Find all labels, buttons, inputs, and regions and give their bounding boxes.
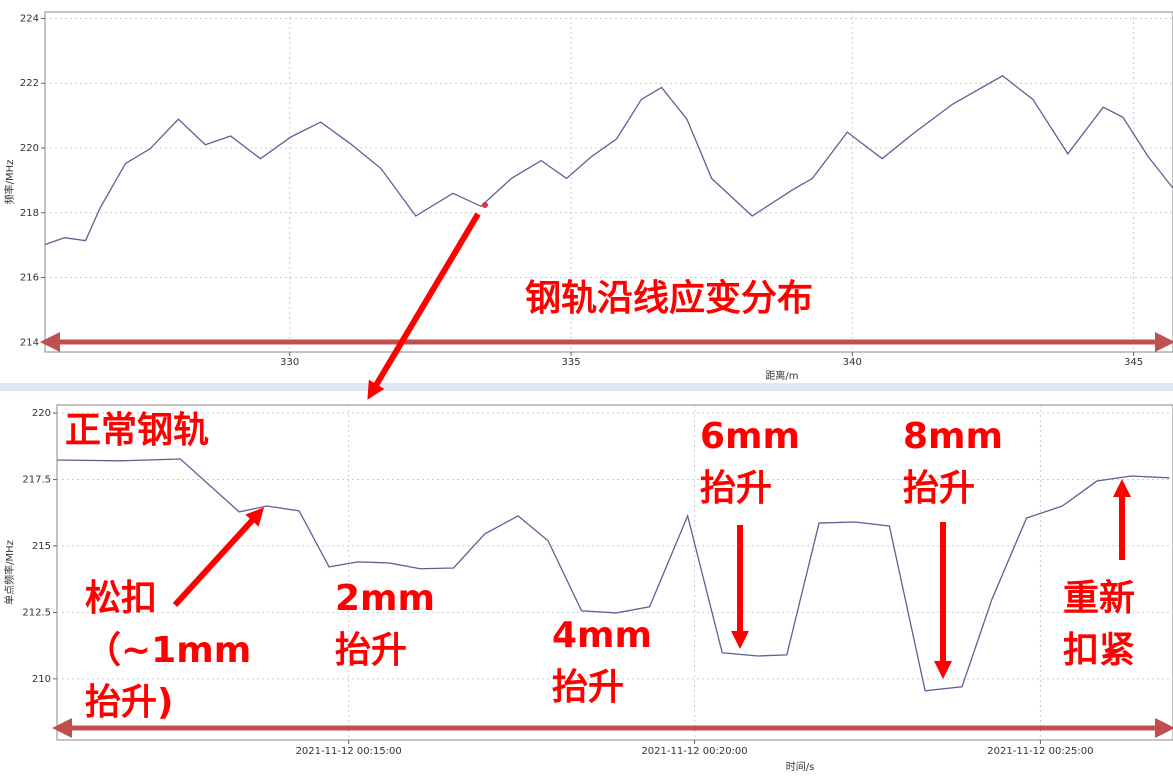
annotation: 抬升 xyxy=(700,468,772,509)
y-tick-label: 217.5 xyxy=(22,474,51,485)
annotation: 抬升 xyxy=(552,667,624,708)
x-tick-label: 340 xyxy=(843,357,862,368)
y-tick-label: 222 xyxy=(20,78,39,89)
annotation: （~1mm xyxy=(85,630,251,671)
y-tick-label: 212.5 xyxy=(22,607,51,618)
annotation: 2mm xyxy=(335,578,435,619)
annotation: 重新 xyxy=(1063,578,1135,619)
x-axis-label: 时间/s xyxy=(786,760,815,773)
annotation: 扣紧 xyxy=(1063,630,1135,671)
annotation: 8mm xyxy=(903,416,1003,457)
plot-area xyxy=(56,404,1173,741)
y-tick-label: 210 xyxy=(32,674,51,685)
x-tick-label: 2021-11-12 00:25:00 xyxy=(987,746,1093,757)
pointer-arrow xyxy=(172,507,265,608)
annotation: 6mm xyxy=(700,416,800,457)
data-line xyxy=(56,458,1170,692)
annotation: 抬升) xyxy=(85,682,173,723)
annotation: 抬升 xyxy=(335,630,407,671)
plot-area xyxy=(44,11,1173,353)
x-tick-label: 335 xyxy=(561,357,580,368)
y-tick-label: 214 xyxy=(20,337,39,348)
annotation: 抬升 xyxy=(903,468,975,509)
annotation: 松扣 xyxy=(85,578,157,619)
annotation: 4mm xyxy=(552,615,652,656)
y-tick-label: 218 xyxy=(20,208,39,219)
highlight-point xyxy=(481,201,488,208)
y-tick-label: 220 xyxy=(20,143,39,154)
x-tick-label: 330 xyxy=(280,357,299,368)
y-tick-label: 220 xyxy=(32,408,51,419)
y-tick-label: 224 xyxy=(20,13,39,24)
arrows xyxy=(40,212,1173,738)
x-tick-label: 345 xyxy=(1124,357,1143,368)
x-axis-label: 距离/m xyxy=(765,369,798,382)
link-arrow xyxy=(367,212,481,400)
data-line xyxy=(44,75,1173,246)
x-tick-label: 2021-11-12 00:20:00 xyxy=(641,746,747,757)
annotation: 钢轨沿线应变分布 xyxy=(525,277,813,319)
annotation: 正常钢轨 xyxy=(65,410,209,451)
y-tick-label: 216 xyxy=(20,273,39,284)
x-tick-label: 2021-11-12 00:15:00 xyxy=(296,746,402,757)
y-axis-label: 频率/MHz xyxy=(3,160,16,205)
y-axis-label: 单点频率/MHz xyxy=(3,540,16,605)
y-tick-label: 215 xyxy=(32,541,51,552)
